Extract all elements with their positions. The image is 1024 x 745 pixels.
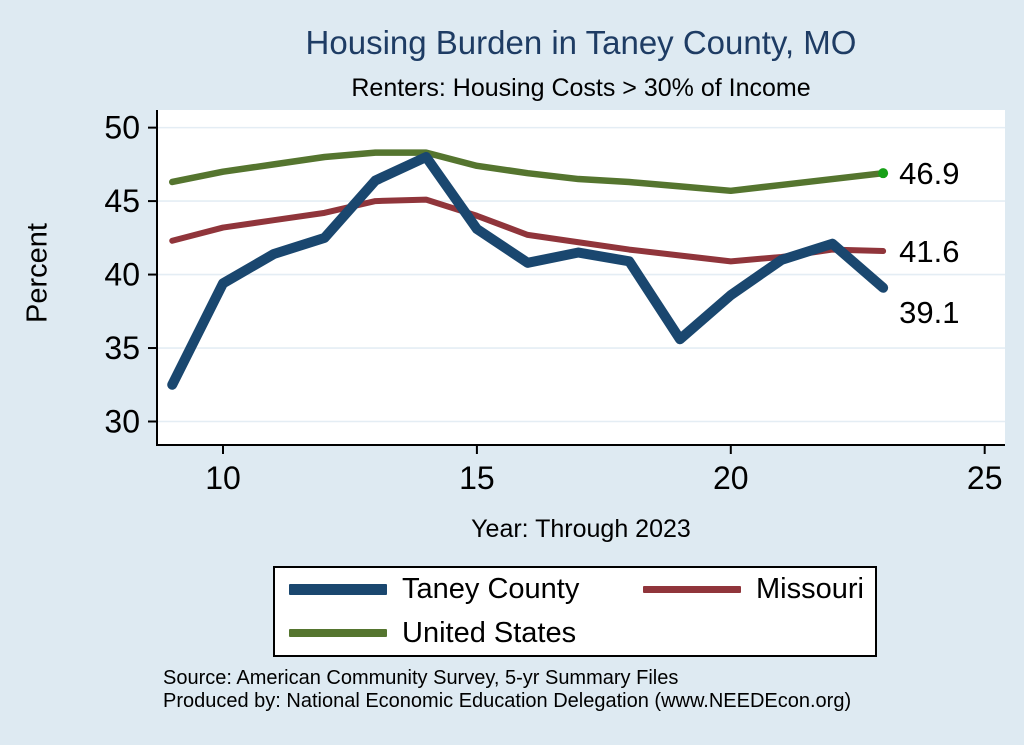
y-tick-label-35: 35 xyxy=(104,330,140,366)
x-tick-label-15: 15 xyxy=(459,460,495,496)
producer-line: Produced by: National Economic Education… xyxy=(163,690,852,712)
legend-item-taney-county: Taney County xyxy=(289,573,643,606)
y-tick-label-45: 45 xyxy=(104,183,140,219)
legend-item-united-states: United States xyxy=(289,617,643,650)
chart-subtitle: Renters: Housing Costs > 30% of Income xyxy=(351,74,811,102)
united-states-end-label: 46.9 xyxy=(899,156,959,191)
legend-row-2: United States xyxy=(289,612,875,656)
legend-row-1: Taney County Missouri xyxy=(289,568,875,612)
taney-county-line-sample xyxy=(289,584,387,596)
x-axis-title: Year: Through 2023 xyxy=(471,515,691,543)
x-tick-label-10: 10 xyxy=(205,460,241,496)
x-tick-label-20: 20 xyxy=(713,460,749,496)
chart-title: Housing Burden in Taney County, MO xyxy=(305,24,857,61)
legend-label-united-states: United States xyxy=(402,616,577,649)
missouri-line-sample xyxy=(643,586,741,594)
y-tick-label-40: 40 xyxy=(104,257,140,293)
series-line-missouri xyxy=(169,196,887,265)
legend-label-missouri: Missouri xyxy=(756,573,864,606)
taney-county-end-label: 39.1 xyxy=(899,295,959,330)
y-tick-label-50: 50 xyxy=(104,110,140,146)
x-tick-label-25: 25 xyxy=(967,460,1003,496)
source-note: Source: American Community Survey, 5-yr … xyxy=(163,667,851,713)
series-line-united-states xyxy=(168,149,887,195)
y-tick-label-30: 30 xyxy=(104,403,140,439)
united-states-line-sample xyxy=(289,629,387,638)
united-states-end-marker xyxy=(878,168,889,179)
legend: Taney County Missouri United States xyxy=(273,566,877,657)
missouri-end-label: 41.6 xyxy=(899,234,959,269)
legend-item-missouri: Missouri xyxy=(643,573,864,606)
source-line: Source: American Community Survey, 5-yr … xyxy=(163,667,679,689)
legend-label-taney-county: Taney County xyxy=(402,573,580,606)
series-line-taney-county xyxy=(167,152,889,390)
y-axis-title: Percent xyxy=(21,223,54,323)
